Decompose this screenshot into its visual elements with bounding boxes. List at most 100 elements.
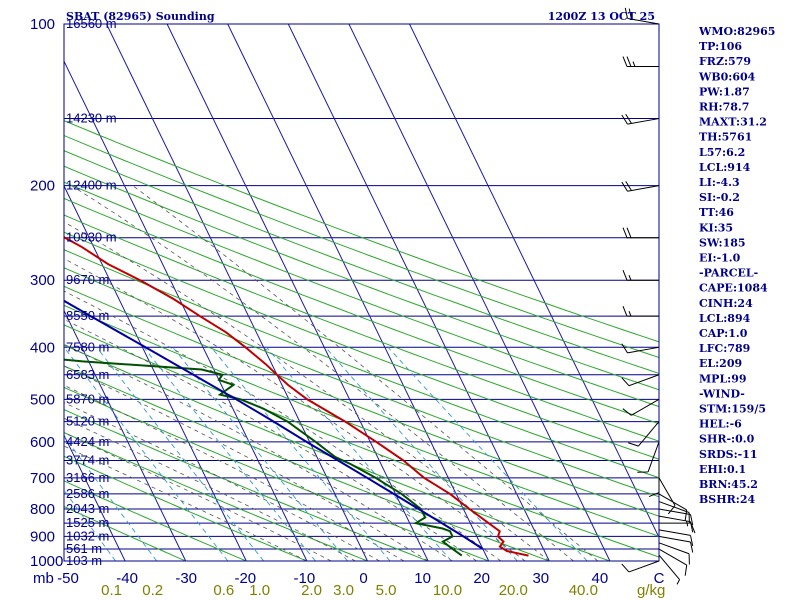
index-entry: -PARCEL-	[699, 267, 758, 280]
dry-adiabat	[64, 285, 659, 517]
wind-barb-flag	[690, 522, 696, 534]
wind-barb-shaft	[658, 508, 691, 516]
index-entry: MPL:99	[699, 372, 747, 385]
wind-barb-flag	[690, 541, 694, 553]
temperature-tick-label: C	[654, 570, 665, 587]
dry-adiabat	[64, 165, 659, 391]
wind-barb-flag	[625, 114, 632, 124]
height-label: 5120 m	[66, 414, 109, 429]
mixing-ratio-line	[64, 435, 158, 561]
dry-adiabat	[64, 480, 247, 561]
pressure-tick-label: 1000	[30, 553, 63, 570]
mixing-ratio-tick-label: 1.0	[249, 582, 270, 599]
index-entry: EI:-1.0	[699, 252, 741, 265]
index-entry: RH:78.7	[699, 101, 749, 114]
wind-barb	[648, 460, 660, 497]
wind-barb-half-flag	[686, 520, 689, 527]
wind-barb-shaft	[628, 560, 660, 573]
moist-adiabat	[132, 185, 599, 561]
pressure-tick-label: 900	[30, 528, 55, 545]
index-entry: LCL:914	[699, 161, 751, 174]
mixing-ratio-tick-label: 0.6	[213, 582, 234, 599]
wind-barb-shaft	[658, 542, 690, 555]
mixing-ratio-line	[325, 347, 518, 561]
dry-adiabat	[64, 409, 429, 561]
isotherm-line	[0, 24, 4, 561]
wind-barb-flag	[621, 114, 628, 125]
wind-barb-shaft	[658, 548, 687, 566]
mixing-ratio-tick-label: 2.0	[301, 582, 322, 599]
wind-barb-flag	[684, 509, 688, 521]
wind-barb-shaft	[658, 477, 676, 506]
temperature-profile	[64, 236, 529, 557]
wind-barb-flag	[621, 343, 628, 354]
wind-barb-shaft	[638, 421, 660, 447]
mixing-ratio-tick-label: 5.0	[376, 582, 397, 599]
index-entry: SI:-0.2	[699, 191, 740, 204]
index-entry: BRN:45.2	[699, 478, 758, 491]
index-entry: WB0:604	[698, 70, 756, 83]
index-entry: TT:46	[699, 206, 734, 219]
index-entry: LFC:789	[699, 342, 750, 355]
wind-barb	[622, 227, 659, 239]
moist-adiabat	[64, 432, 332, 561]
index-entry: STM:159/5	[699, 403, 766, 416]
index-entry: TP:106	[699, 40, 742, 53]
dry-adiabat	[64, 214, 659, 442]
wind-barb-shaft	[627, 17, 660, 25]
height-label: 561 m	[66, 541, 102, 556]
height-label: 12400 m	[66, 178, 117, 193]
index-entry: WMO:82965	[698, 25, 775, 38]
wind-barb	[621, 374, 660, 387]
index-entry: LI:-4.3	[699, 176, 740, 189]
parcel-path	[64, 299, 484, 550]
wind-barb	[621, 181, 660, 192]
isotherm-line	[64, 434, 126, 561]
wind-barb	[622, 398, 660, 416]
pressure-tick-label: 200	[30, 178, 55, 195]
index-entry: FRZ:579	[699, 55, 751, 68]
chart-title: SBAT (82965) Sounding	[66, 10, 215, 23]
mixing-ratio-line	[64, 489, 116, 561]
moist-adiabat	[64, 384, 405, 561]
profiles	[64, 236, 529, 557]
temperature-tick-label: 0	[359, 570, 367, 587]
wind-barb	[622, 305, 659, 317]
index-entry: BSHR:24	[699, 493, 755, 506]
wind-barb-shaft	[658, 554, 680, 580]
wind-barb-flag	[622, 227, 628, 238]
height-label: 9670 m	[66, 272, 109, 287]
index-entry: CAPE:1084	[699, 282, 768, 295]
wind-barb-shaft	[658, 535, 691, 543]
dry-adiabat	[64, 134, 659, 359]
wind-barb-flag	[621, 181, 628, 192]
temperature-tick-label: -40	[116, 570, 138, 587]
wind-barb	[658, 554, 681, 585]
moist-adiabat	[64, 417, 356, 561]
wind-barb	[621, 560, 660, 573]
index-entry: L57:6.2	[699, 146, 745, 159]
dry-adiabat	[64, 249, 659, 479]
wind-barb	[658, 548, 688, 576]
index-entry: CINH:24	[699, 297, 753, 310]
wind-barb-shaft	[658, 529, 691, 536]
temperature-tick-label: 10	[414, 570, 431, 587]
temperature-tick-label: -30	[175, 570, 197, 587]
wind-barb-flag	[628, 8, 632, 20]
pressure-tick-label: 400	[30, 339, 55, 356]
mixing-ratio-line	[266, 347, 452, 561]
wind-barb-flag	[690, 535, 694, 547]
wind-barb-flag	[626, 227, 632, 238]
index-entry: TH:5761	[699, 131, 752, 144]
wind-barb-flag	[622, 270, 628, 281]
dry-adiabat	[64, 505, 186, 561]
wind-barb-flag	[684, 564, 688, 576]
wind-barb-shaft	[627, 185, 660, 192]
index-entry: SHR-:0.0	[699, 433, 755, 446]
wind-barb	[658, 477, 676, 515]
wind-barb-shaft	[647, 441, 660, 473]
height-label: 103 m	[66, 553, 102, 568]
wind-barb	[658, 508, 694, 526]
wind-barb	[621, 114, 660, 125]
